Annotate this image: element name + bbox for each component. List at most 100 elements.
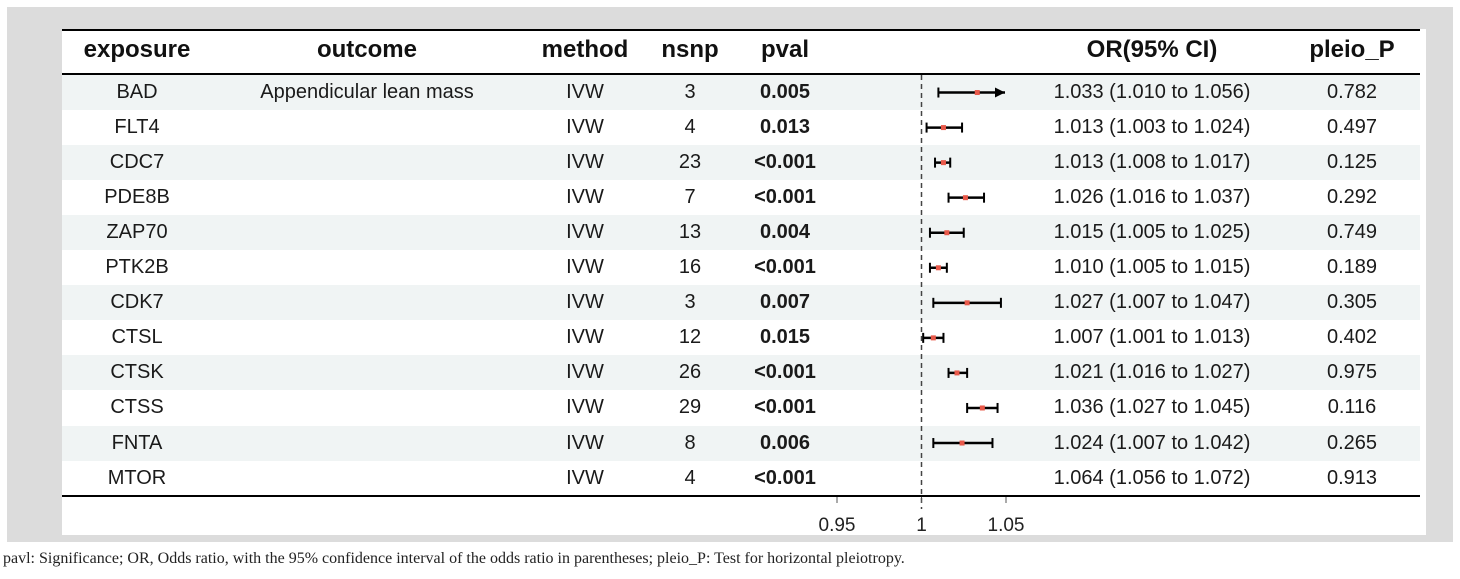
bottom-rule: [62, 495, 1420, 497]
cell-exposure: CTSS: [110, 396, 164, 419]
cell-pval: 0.004: [759, 221, 811, 244]
cell-pleio: 0.913: [1326, 466, 1378, 489]
cell-or-ci: 1.064 (1.056 to 1.072): [1053, 466, 1251, 489]
cell-pleio: 0.975: [1326, 361, 1378, 384]
or-point: [930, 335, 936, 341]
or-point: [940, 125, 946, 131]
cell-pleio: 0.265: [1326, 431, 1378, 454]
table-row-stripe: [62, 425, 1420, 461]
cell-method: IVW: [566, 116, 604, 139]
cell-method: IVW: [566, 466, 604, 489]
cell-pleio: 0.749: [1326, 221, 1378, 244]
cell-exposure: PTK2B: [105, 256, 169, 279]
cell-or-ci: 1.007 (1.001 to 1.013): [1053, 326, 1251, 349]
cell-pval: 0.006: [759, 431, 811, 454]
cell-exposure: PDE8B: [104, 186, 170, 209]
cell-pval: <0.001: [754, 151, 816, 174]
cell-method: IVW: [566, 326, 604, 349]
header-exposure: exposure: [83, 36, 191, 63]
table-row-stripe: [62, 145, 1420, 181]
or-point: [959, 440, 965, 446]
cell-pval: 0.007: [759, 291, 811, 314]
or-point: [962, 195, 968, 201]
cell-pleio: 0.497: [1326, 116, 1378, 139]
ci-arrow: [995, 87, 1005, 98]
cell-pleio: 0.402: [1326, 326, 1378, 349]
or-point: [940, 160, 946, 166]
cell-or-ci: 1.010 (1.005 to 1.015): [1053, 256, 1251, 279]
cell-method: IVW: [566, 256, 604, 279]
cell-pval: 0.013: [759, 116, 811, 139]
header-pleio: pleio_P: [1309, 36, 1395, 63]
cell-or-ci: 1.027 (1.007 to 1.047): [1053, 291, 1251, 314]
table-row-stripe: [62, 215, 1420, 251]
table-row-stripe: [62, 285, 1420, 321]
cell-or-ci: 1.033 (1.010 to 1.056): [1053, 81, 1251, 103]
cell-or-ci: 1.021 (1.016 to 1.027): [1053, 361, 1251, 384]
or-point: [964, 300, 970, 306]
cell-pval: <0.001: [754, 466, 816, 489]
cell-pleio: 0.189: [1326, 256, 1378, 279]
cell-or-ci: 1.015 (1.005 to 1.025): [1053, 221, 1251, 244]
or-point: [935, 265, 941, 271]
forest-plot: 0.95 1 1.05: [819, 75, 1025, 535]
cell-nsnp: 16: [678, 256, 702, 279]
cell-pval: <0.001: [754, 256, 816, 279]
cell-method: IVW: [566, 431, 604, 454]
table-row-stripe: [62, 75, 1420, 110]
cell-method: IVW: [566, 81, 604, 103]
cell-or-ci: 1.013 (1.008 to 1.017): [1053, 151, 1251, 174]
figure-frame: exposure outcome method nsnp pval OR(95%…: [7, 7, 1453, 542]
cell-pval: 0.005: [759, 81, 811, 103]
cell-method: IVW: [566, 151, 604, 174]
cell-pleio: 0.292: [1326, 186, 1378, 209]
table-row-stripe: [62, 355, 1420, 391]
or-point: [954, 370, 960, 376]
cell-nsnp: 23: [678, 151, 702, 174]
cell-exposure: FNTA: [111, 431, 163, 454]
cell-method: IVW: [566, 361, 604, 384]
cell-or-ci: 1.024 (1.007 to 1.042): [1053, 431, 1251, 454]
cell-nsnp: 29: [678, 396, 702, 419]
axis-tick-label: 1.05: [988, 515, 1025, 535]
cell-nsnp: 8: [684, 431, 696, 454]
cell-exposure: ZAP70: [106, 221, 168, 244]
cell-method: IVW: [566, 186, 604, 209]
cell-pval: <0.001: [754, 396, 816, 419]
cell-method: IVW: [566, 291, 604, 314]
header-outcome: outcome: [316, 36, 417, 63]
or-point: [944, 230, 950, 236]
cell-nsnp: 7: [684, 186, 696, 209]
cell-method: IVW: [566, 221, 604, 244]
cell-or-ci: 1.026 (1.016 to 1.037): [1053, 186, 1251, 209]
cell-pval: 0.015: [759, 326, 811, 349]
cell-exposure: FLT4: [114, 116, 160, 139]
header-pval: pval: [760, 36, 810, 63]
cell-exposure: CTSL: [111, 326, 163, 349]
cell-nsnp: 26: [678, 361, 702, 384]
axis-tick-label: 1: [916, 515, 927, 535]
cell-method: IVW: [566, 396, 604, 419]
cell-pleio: 0.116: [1327, 396, 1377, 419]
or-point: [974, 90, 980, 96]
cell-pleio: 0.125: [1326, 151, 1378, 174]
figure-caption: pavl: Significance; OR, Odds ratio, with…: [3, 550, 905, 567]
header-method: method: [541, 36, 629, 63]
cell-pval: <0.001: [754, 186, 816, 209]
cell-pleio: 0.305: [1326, 291, 1378, 314]
forest-table-panel: exposure outcome method nsnp pval OR(95%…: [62, 29, 1426, 535]
cell-nsnp: 3: [684, 81, 696, 103]
cell-or-ci: 1.036 (1.027 to 1.045): [1053, 396, 1251, 419]
cell-nsnp: 3: [684, 291, 696, 314]
cell-or-ci: 1.013 (1.003 to 1.024): [1053, 116, 1251, 139]
cell-pleio: 0.782: [1326, 81, 1378, 103]
cell-exposure: CDK7: [110, 291, 164, 314]
cell-exposure: MTOR: [107, 466, 167, 489]
axis-tick-label: 0.95: [819, 515, 856, 535]
top-rule: [62, 29, 1420, 31]
cell-nsnp: 4: [684, 116, 696, 139]
header-nsnp: nsnp: [661, 36, 719, 63]
header-rule: [62, 73, 1420, 75]
or-point: [979, 405, 985, 411]
cell-outcome: Appendicular lean mass: [260, 81, 474, 103]
